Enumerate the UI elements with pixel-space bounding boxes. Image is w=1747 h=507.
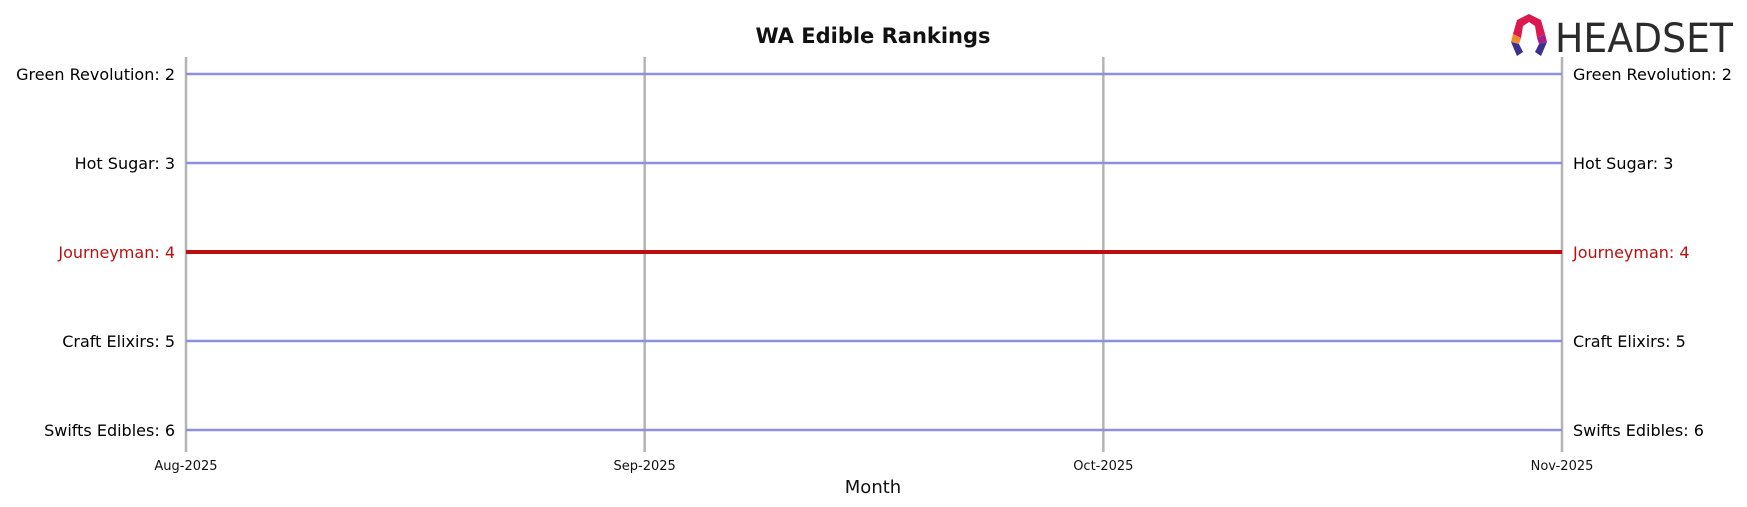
series-label-right-hot-sugar: Hot Sugar: 3 [1573, 154, 1673, 173]
vertical-gridlines [184, 57, 1564, 452]
x-tick-label: Aug-2025 [154, 459, 217, 474]
series-label-left-green-revolution: Green Revolution: 2 [16, 65, 175, 84]
chart-title: WA Edible Rankings [755, 24, 990, 48]
headset-logo-text: HEADSET [1555, 16, 1734, 62]
headset-logo: HEADSET [1511, 14, 1734, 62]
series-label-right-green-revolution: Green Revolution: 2 [1573, 65, 1732, 84]
series-label-left-swifts-edibles: Swifts Edibles: 6 [44, 421, 175, 440]
x-tick-label: Nov-2025 [1531, 459, 1594, 474]
series-label-right-craft-elixirs: Craft Elixirs: 5 [1573, 332, 1686, 351]
series-label-left-craft-elixirs: Craft Elixirs: 5 [62, 332, 175, 351]
series-label-left-journeyman: Journeyman: 4 [57, 243, 175, 262]
x-axis-label: Month [845, 477, 901, 498]
series-labels: Green Revolution: 2 Green Revolution: 2 Ho… [16, 65, 1732, 440]
x-tick-label: Sep-2025 [614, 459, 676, 474]
x-tick-label: Oct-2025 [1073, 459, 1133, 474]
series-label-left-hot-sugar: Hot Sugar: 3 [75, 154, 175, 173]
series-lines [186, 72, 1562, 432]
x-axis-ticks: Aug-2025 Sep-2025 Oct-2025 Nov-2025 [154, 459, 1593, 474]
series-label-right-swifts-edibles: Swifts Edibles: 6 [1573, 421, 1704, 440]
series-label-right-journeyman: Journeyman: 4 [1572, 243, 1690, 262]
headset-logo-icon [1511, 14, 1547, 56]
